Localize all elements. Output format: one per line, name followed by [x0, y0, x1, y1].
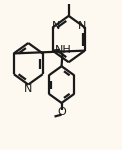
Text: NH: NH [55, 45, 71, 54]
Text: N: N [77, 21, 86, 31]
Text: O: O [57, 107, 66, 117]
Text: N: N [23, 84, 32, 94]
Text: N: N [52, 21, 60, 31]
